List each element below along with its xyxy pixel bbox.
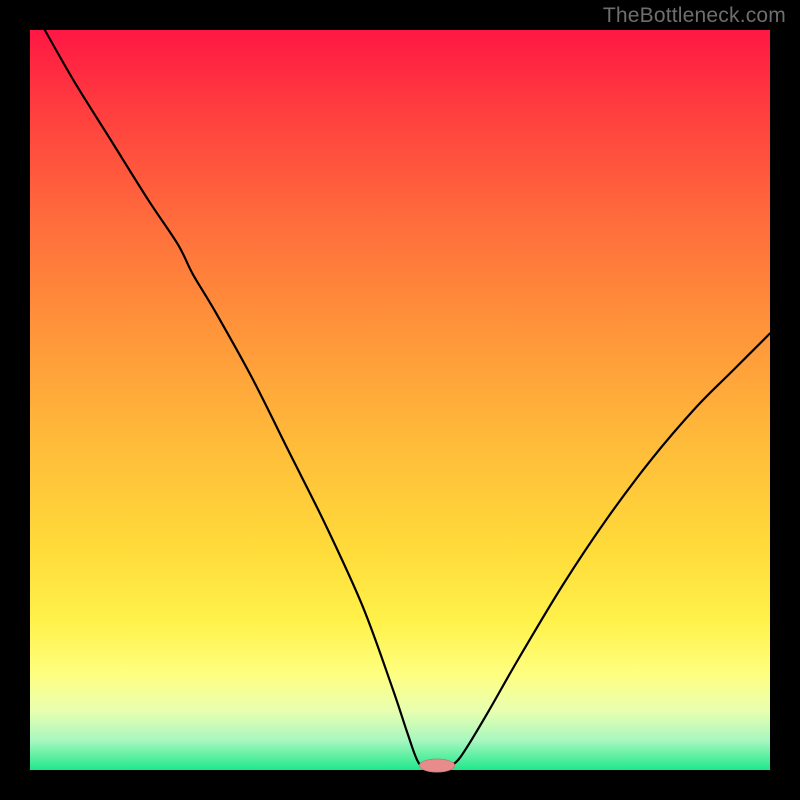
plot-background xyxy=(30,30,770,770)
vertex-marker xyxy=(419,759,455,772)
watermark-text: TheBottleneck.com xyxy=(603,4,786,28)
figure-stage: TheBottleneck.com xyxy=(0,0,800,800)
bottleneck-chart xyxy=(0,0,800,800)
